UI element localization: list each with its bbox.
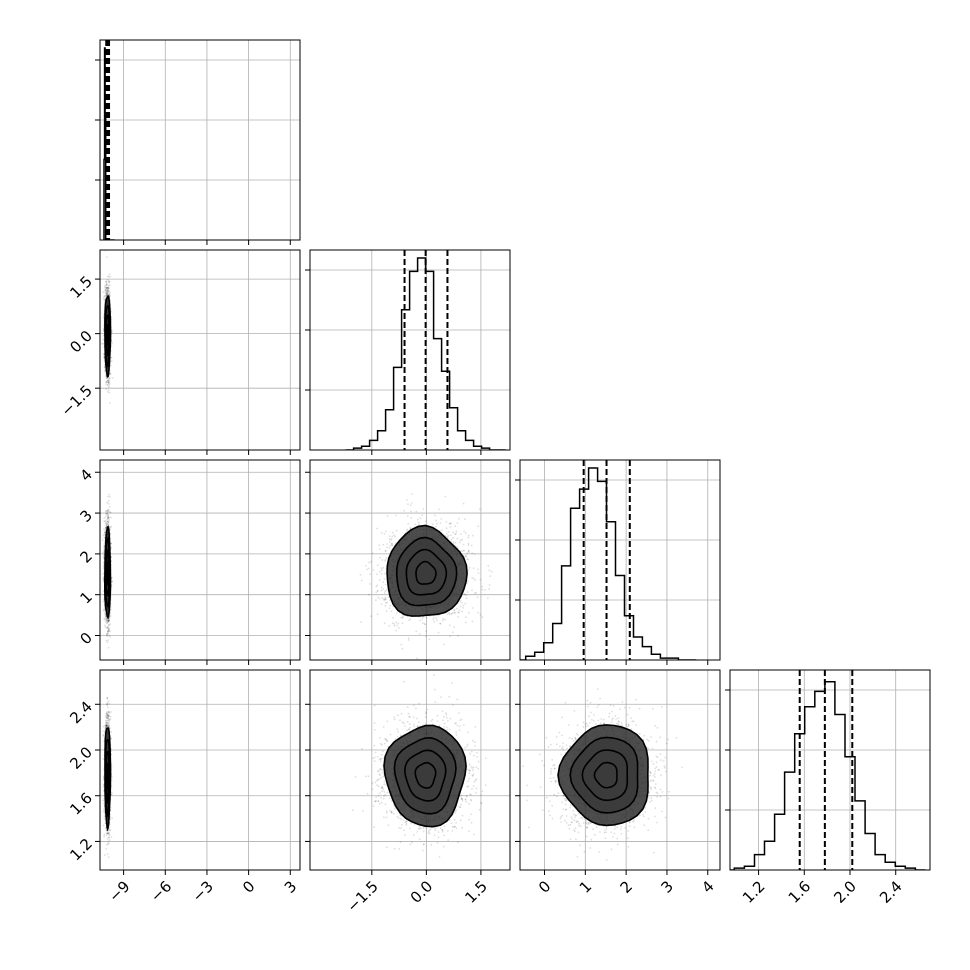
- y-tick-label: −1.5: [58, 381, 96, 419]
- x-tick-label: 1.6: [785, 877, 815, 907]
- y-tick-label: 2.4: [66, 698, 96, 728]
- contour-line: [395, 536, 458, 607]
- x-tick-label: 3: [281, 877, 300, 896]
- contour-line: [104, 525, 112, 620]
- x-tick-label: 0: [535, 877, 554, 896]
- x-tick-label: −1.5: [343, 877, 381, 915]
- x-tick-label: 2: [617, 877, 636, 896]
- x-tick-label: 1.5: [461, 877, 491, 907]
- histogram-step: [520, 467, 697, 660]
- panel-frame: [309, 249, 511, 451]
- x-tick-label: 0: [239, 877, 258, 896]
- contour-line: [403, 749, 447, 802]
- x-tick-label: 2.4: [876, 877, 906, 907]
- panel-frame: [99, 459, 301, 661]
- histogram-step: [730, 681, 926, 870]
- y-tick-label: 1.2: [66, 835, 96, 865]
- contour-line: [104, 727, 112, 832]
- x-tick-label: 0.0: [407, 877, 437, 907]
- y-tick-label: 1.5: [66, 272, 96, 302]
- scatter-panel-1-0: −1.5 0.0 1.5: [58, 249, 301, 455]
- contour-line: [415, 560, 437, 585]
- x-tick-label: 2.0: [830, 877, 860, 907]
- x-tick-label: 1.2: [739, 877, 769, 907]
- y-tick-label: 4: [77, 466, 96, 485]
- scatter-panel-3-0: −9 −6 −3 0 3 1.2 1.6 2.0 2.4: [66, 669, 301, 906]
- hist-panel-3: 1.2 1.6 2.0 2.4: [725, 669, 931, 907]
- panel-frame: [309, 459, 511, 661]
- panel-frame: [99, 39, 301, 241]
- panel-frame: [309, 669, 511, 871]
- y-tick-label: 0: [77, 629, 96, 648]
- contour-line: [386, 524, 468, 617]
- hist-panel-0: [95, 39, 301, 245]
- y-tick-label: 0.0: [66, 327, 96, 357]
- contour-line: [593, 761, 618, 789]
- panel-frame: [519, 459, 721, 661]
- x-tick-label: −9: [105, 877, 133, 905]
- contour-line: [414, 761, 437, 789]
- x-tick-label: −6: [147, 877, 175, 905]
- contour-line: [569, 736, 639, 814]
- x-tick-label: 4: [698, 877, 717, 896]
- contour-line: [104, 294, 112, 378]
- hist-panel-2: [515, 459, 721, 665]
- histogram-step: [103, 47, 115, 240]
- scatter-panel-3-1: −1.5 0.0 1.5: [305, 669, 511, 916]
- y-tick-label: 1.6: [66, 789, 96, 819]
- scatter-panel-3-2: 0 1 2 3 4: [515, 669, 721, 897]
- panel-frame: [729, 669, 931, 871]
- y-tick-label: 2.0: [66, 743, 96, 773]
- contour-line: [581, 749, 629, 802]
- contour-line: [383, 724, 467, 828]
- panel-frame: [519, 669, 721, 871]
- x-tick-label: −3: [189, 877, 217, 905]
- contour-line: [557, 724, 649, 827]
- y-tick-label: 2: [77, 547, 96, 566]
- scatter-panel-2-1: [305, 459, 511, 665]
- density-fill: [558, 724, 648, 826]
- contour-line: [405, 548, 448, 596]
- histogram-step: [345, 257, 506, 450]
- y-tick-label: 3: [77, 506, 96, 525]
- y-tick-label: 1: [77, 588, 96, 607]
- x-tick-label: 3: [657, 877, 676, 896]
- panel-frame: [99, 669, 301, 871]
- contour-line: [393, 736, 457, 815]
- scatter-panel-2-0: 0 1 2 3 4: [77, 459, 301, 665]
- x-tick-label: 1: [576, 877, 595, 896]
- panel-frame: [99, 249, 301, 451]
- hist-panel-1: [305, 249, 511, 455]
